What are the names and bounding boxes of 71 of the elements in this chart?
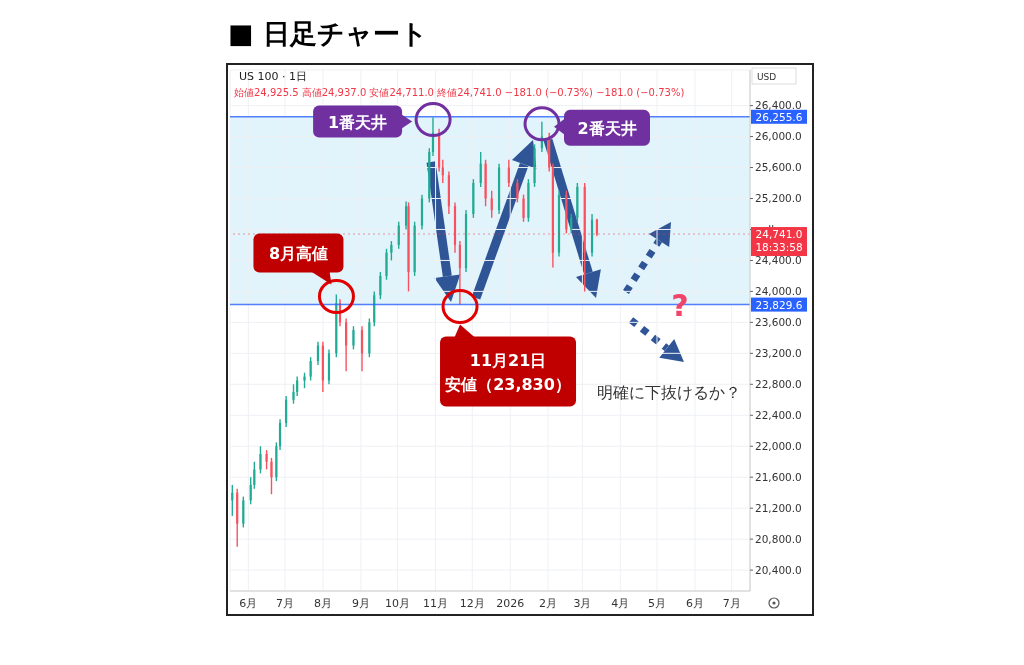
text: 18:33:58	[755, 241, 803, 254]
y-tick-label: 26,400.0	[755, 99, 802, 112]
candlestick	[390, 240, 393, 262]
candlestick	[345, 317, 348, 372]
x-tick-label: 4月	[611, 596, 630, 610]
x-tick-label: 7月	[276, 596, 295, 610]
y-tick-label: 21,200.0	[755, 501, 802, 514]
x-tick-label: 11月	[423, 596, 449, 610]
x-tick-label: 2026	[496, 596, 525, 610]
y-tick-label: 24,000.0	[755, 285, 802, 298]
y-tick-label: 23,200.0	[755, 347, 802, 360]
x-tick-label: 9月	[351, 596, 370, 610]
candlestick	[275, 441, 278, 482]
candlestick	[413, 221, 416, 277]
candlestick	[458, 240, 461, 306]
candlestick	[527, 178, 530, 223]
y-tick-label: 22,400.0	[755, 409, 802, 421]
y-tick-label: 20,400.0	[755, 563, 802, 576]
annotation: 始値24,925.5 高値24,937.0 安値24,711.0 終値24,741.0 −181.0 (−0.73%) −181.0 (−0.73%)	[234, 87, 685, 98]
annotation: 8月高値	[268, 244, 329, 263]
candlestick	[404, 200, 408, 231]
x-tick-label: 10月	[385, 596, 411, 610]
y-tick-label: 24,400.0	[755, 254, 802, 267]
annotation: 11月21日	[469, 350, 547, 370]
annotation: 1番天井	[328, 112, 388, 132]
x-tick-label: 6月	[685, 596, 704, 610]
candlestick	[270, 457, 273, 495]
y-tick-label: 23,600.0	[755, 316, 802, 329]
y-tick-label: 25,600.0	[755, 161, 802, 174]
ref-line-label: 24,741.0	[755, 228, 803, 241]
y-tick-label: 26,000.0	[755, 130, 802, 143]
annotation: 2番天井	[577, 118, 637, 138]
annotation: 安値（23,830）	[445, 374, 571, 394]
candlestick	[484, 159, 487, 207]
y-tick-label: 22,000.0	[755, 439, 802, 452]
x-tick-label: 12月	[459, 596, 485, 610]
x-tick-label: 3月	[573, 596, 592, 610]
ref-line-label: 26,255.6	[755, 110, 803, 123]
candlestick	[352, 325, 355, 351]
candlestick	[278, 418, 282, 451]
y-tick-label: 20,800.0	[755, 532, 802, 545]
candlestick	[303, 371, 306, 389]
chart-title: ■ 日足チャート	[228, 17, 428, 51]
candlestick	[533, 143, 536, 188]
candlestick	[259, 445, 262, 475]
text: USD	[757, 72, 777, 82]
candlestick	[265, 449, 268, 471]
annotation: US 100 · 1日	[239, 70, 308, 83]
y-tick-label: 22,800.0	[755, 378, 802, 391]
candlestick	[472, 178, 475, 219]
candlestick	[385, 248, 388, 281]
candlestick	[407, 201, 410, 293]
candlestick	[516, 178, 519, 204]
candlestick	[368, 317, 371, 358]
candlestick	[285, 395, 288, 428]
x-tick-label: 8月	[313, 596, 332, 610]
candlestick	[296, 375, 299, 397]
ref-line-label: 23,829.6	[755, 298, 803, 311]
candlestick	[309, 356, 312, 382]
x-tick-label: 6月	[239, 596, 258, 610]
x-tick-label: 7月	[722, 596, 741, 610]
annotation: 明確に下抜けるか？	[597, 383, 741, 402]
candlestick	[522, 193, 525, 223]
candlestick	[360, 325, 364, 372]
candlestick	[253, 461, 256, 490]
candlestick	[576, 182, 579, 223]
y-tick-label: 25,200.0	[755, 192, 802, 205]
y-tick-label: 21,600.0	[755, 470, 802, 483]
x-tick-label: 2月	[539, 596, 558, 610]
x-tick-label: 5月	[648, 596, 667, 610]
candlestick	[242, 495, 245, 529]
